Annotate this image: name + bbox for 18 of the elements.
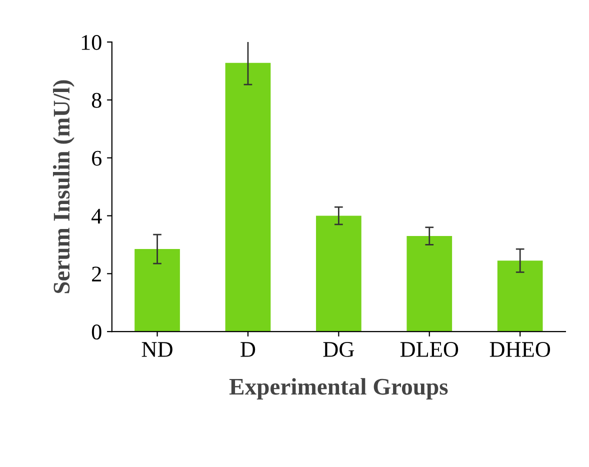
y-tick-label: 6 — [92, 150, 102, 166]
x-tick-label: DHEO — [490, 342, 550, 357]
y-tick-label: 2 — [92, 266, 101, 282]
bar — [497, 260, 543, 332]
x-tick-label: DLEO — [400, 342, 458, 357]
y-tick-label: 0 — [92, 324, 102, 340]
x-tick-label: D — [240, 342, 256, 357]
y-tick-label: 10 — [82, 34, 102, 50]
bar — [316, 216, 362, 332]
bar — [225, 62, 271, 332]
x-tick-label: ND — [142, 342, 172, 357]
y-tick-label: 8 — [92, 92, 102, 108]
x-tick-label: DG — [323, 342, 354, 357]
x-axis-title: Experimental Groups — [229, 378, 448, 400]
bar — [406, 236, 452, 332]
y-axis-title: Serum Insulin (mU/l) — [53, 80, 74, 294]
bar — [134, 249, 180, 332]
y-tick-label: 4 — [92, 208, 102, 224]
